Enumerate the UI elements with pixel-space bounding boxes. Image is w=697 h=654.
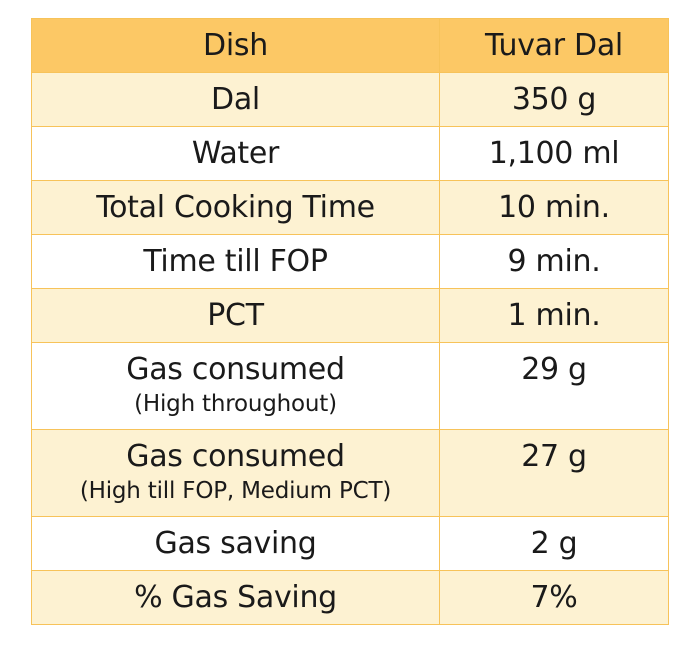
row-label: Gas consumed (High till FOP, Medium PCT) <box>31 429 440 517</box>
comparison-table-container: Dish Tuvar Dal Dal 350 g Water 1,100 ml … <box>31 18 669 625</box>
table-row: Water 1,100 ml <box>31 126 669 181</box>
table-row: Time till FOP 9 min. <box>31 234 669 289</box>
header-dish: Dish <box>31 18 440 73</box>
header-tuvar-dal: Tuvar Dal <box>439 18 669 73</box>
gas-consumption-table: Dish Tuvar Dal Dal 350 g Water 1,100 ml … <box>31 18 669 625</box>
row-label: PCT <box>31 288 440 343</box>
row-value: 29 g <box>439 342 669 430</box>
row-label-main: Gas consumed <box>126 352 345 387</box>
table-row: Total Cooking Time 10 min. <box>31 180 669 235</box>
row-label: Dal <box>31 72 440 127</box>
row-label: Gas consumed (High throughout) <box>31 342 440 430</box>
table-row: Dal 350 g <box>31 72 669 127</box>
table-row: Gas consumed (High till FOP, Medium PCT)… <box>31 429 669 517</box>
table-row: Gas consumed (High throughout) 29 g <box>31 342 669 430</box>
table-header-row: Dish Tuvar Dal <box>31 18 669 73</box>
row-label-sub: (High till FOP, Medium PCT) <box>79 478 392 504</box>
row-label-sub: (High throughout) <box>134 391 337 417</box>
row-value: 10 min. <box>439 180 669 235</box>
row-label-main: Gas consumed <box>126 439 345 474</box>
row-value: 27 g <box>439 429 669 517</box>
row-value: 7% <box>439 570 669 625</box>
row-label: Gas saving <box>31 516 440 571</box>
row-value: 1 min. <box>439 288 669 343</box>
row-value: 9 min. <box>439 234 669 289</box>
row-label: Total Cooking Time <box>31 180 440 235</box>
row-value: 1,100 ml <box>439 126 669 181</box>
row-label: % Gas Saving <box>31 570 440 625</box>
row-value: 2 g <box>439 516 669 571</box>
table-row: Gas saving 2 g <box>31 516 669 571</box>
row-label: Time till FOP <box>31 234 440 289</box>
table-row: % Gas Saving 7% <box>31 570 669 625</box>
row-value: 350 g <box>439 72 669 127</box>
row-label: Water <box>31 126 440 181</box>
table-row: PCT 1 min. <box>31 288 669 343</box>
